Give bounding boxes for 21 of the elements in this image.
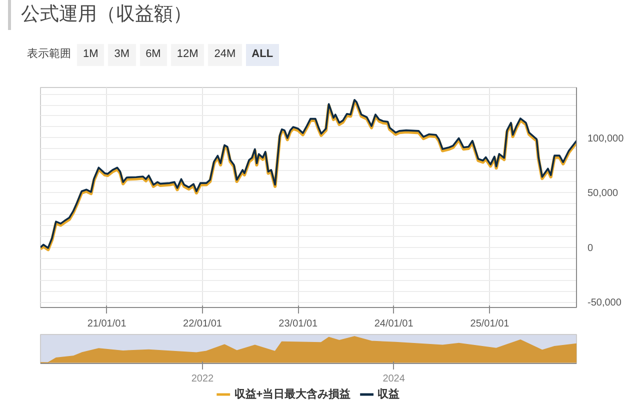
text: 1M xyxy=(77,44,104,66)
y-tick-label: 0 xyxy=(588,242,594,254)
x-tick-label: 25/01/01 xyxy=(470,318,510,330)
x-tick-label: 23/01/01 xyxy=(278,318,318,330)
text: 3M xyxy=(108,44,136,66)
text: 表示範囲 xyxy=(27,48,71,60)
text: 6M xyxy=(140,44,167,66)
y-tick-label: 50,000 xyxy=(588,188,619,200)
x-tick-label: 22/01/01 xyxy=(183,318,222,330)
legend-label: 収益+当日最大含み損益 xyxy=(234,388,351,400)
chart-title: 公式運用（収益額） xyxy=(8,0,620,30)
x-tick-label: 24/01/01 xyxy=(374,318,414,330)
text: 12M xyxy=(170,44,204,66)
x-tick-label: 21/01/01 xyxy=(87,318,127,330)
text: 24M xyxy=(208,44,242,66)
y-tick-label: -50,000 xyxy=(588,298,622,309)
legend-label: 収益 xyxy=(378,388,400,400)
x-tick-label: 2022 xyxy=(191,374,214,384)
text: ALL xyxy=(246,44,280,66)
x-tick-label: 2024 xyxy=(382,374,406,384)
y-tick-label: 100,000 xyxy=(588,133,624,144)
